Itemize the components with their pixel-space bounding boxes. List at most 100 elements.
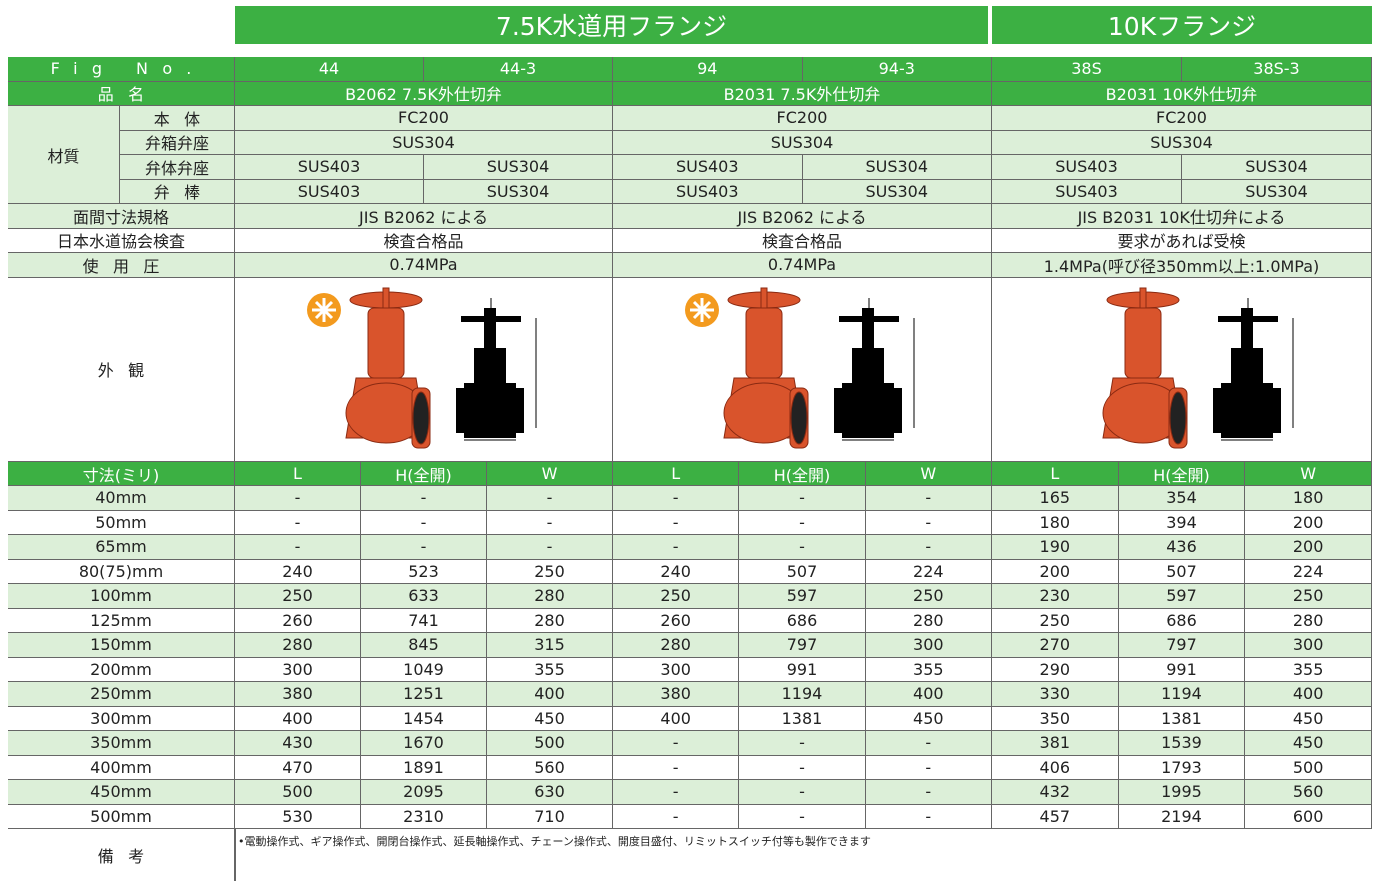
dim-value: 280 xyxy=(235,633,361,658)
dim-column: W xyxy=(487,462,613,486)
dim-value: - xyxy=(487,510,613,535)
dim-value: - xyxy=(865,780,992,805)
size-label: 300mm xyxy=(8,706,235,731)
material: SUS304 xyxy=(613,130,992,155)
dim-value: 523 xyxy=(361,559,487,584)
dim-value: 450 xyxy=(865,706,992,731)
size-label: 40mm xyxy=(8,486,235,511)
row-label: 弁棒 xyxy=(120,179,235,204)
dim-value: 630 xyxy=(487,780,613,805)
dim-value: 2310 xyxy=(361,804,487,829)
dim-value: 165 xyxy=(992,486,1119,511)
size-label: 500mm xyxy=(8,804,235,829)
dim-value: 250 xyxy=(613,584,740,609)
material: SUS304 xyxy=(992,130,1372,155)
valve-photo xyxy=(1101,287,1187,449)
spec: 要求があれば受検 xyxy=(992,228,1372,253)
material: SUS304 xyxy=(1182,155,1372,180)
dim-value: - xyxy=(739,755,866,780)
dim-value: 260 xyxy=(235,608,361,633)
row-label: 本体 xyxy=(120,106,235,131)
group-banner: 7.5K水道用フランジ xyxy=(235,6,988,44)
material: SUS403 xyxy=(613,155,803,180)
dim-value: 507 xyxy=(1118,559,1246,584)
dim-value: 381 xyxy=(992,731,1119,756)
dim-value: 200 xyxy=(1245,535,1372,560)
dim-value: 250 xyxy=(865,584,992,609)
dim-value: 380 xyxy=(235,682,361,707)
spec: 検査合格品 xyxy=(235,228,613,253)
dim-value: 300 xyxy=(1245,633,1372,658)
valve-photo xyxy=(722,287,808,449)
row-label: 使用圧 xyxy=(8,253,235,278)
dim-value: 2095 xyxy=(361,780,487,805)
size-label: 65mm xyxy=(8,535,235,560)
material: SUS304 xyxy=(1182,179,1372,204)
dim-value: 180 xyxy=(992,510,1119,535)
dim-column: H(全開) xyxy=(1118,462,1246,486)
dim-value: 224 xyxy=(865,559,992,584)
dim-value: 400 xyxy=(235,706,361,731)
row-label: 品名 xyxy=(8,81,235,106)
dim-value: 2194 xyxy=(1118,804,1246,829)
dim-value: - xyxy=(865,804,992,829)
dim-value: 436 xyxy=(1118,535,1246,560)
dim-column: L xyxy=(613,462,740,486)
dim-value: 280 xyxy=(613,633,740,658)
dim-value: 430 xyxy=(235,731,361,756)
fig-no: 94-3 xyxy=(802,57,992,82)
dim-value: 500 xyxy=(1245,755,1372,780)
material: SUS403 xyxy=(613,179,803,204)
size-label: 50mm xyxy=(8,510,235,535)
dim-value: 450 xyxy=(487,706,613,731)
dim-value: 1049 xyxy=(361,657,487,682)
dim-value: - xyxy=(739,486,866,511)
dim-value: 797 xyxy=(739,633,866,658)
dim-value: 290 xyxy=(992,657,1119,682)
dim-value: - xyxy=(361,486,487,511)
dim-value: - xyxy=(865,510,992,535)
dim-value: - xyxy=(865,731,992,756)
dim-value: 315 xyxy=(487,633,613,658)
spec: JIS B2031 10K仕切弁による xyxy=(992,204,1372,229)
dim-value: 280 xyxy=(487,584,613,609)
dim-value: 250 xyxy=(1245,584,1372,609)
dim-value: 991 xyxy=(1118,657,1246,682)
valve-illustration xyxy=(684,287,914,449)
size-label: 350mm xyxy=(8,731,235,756)
badge xyxy=(306,293,341,327)
dim-value: 530 xyxy=(235,804,361,829)
dim-value: - xyxy=(613,780,740,805)
valve-illustration xyxy=(1101,287,1293,449)
dim-value: 432 xyxy=(992,780,1119,805)
dim-value: 1454 xyxy=(361,706,487,731)
badge xyxy=(684,293,719,327)
dim-value: 240 xyxy=(613,559,740,584)
dim-value: 560 xyxy=(487,755,613,780)
dim-value: 300 xyxy=(235,657,361,682)
spec: 0.74MPa xyxy=(613,253,992,278)
dim-value: - xyxy=(739,510,866,535)
dim-value: 1251 xyxy=(361,682,487,707)
dim-value: - xyxy=(613,804,740,829)
material: FC200 xyxy=(613,106,992,131)
material: SUS403 xyxy=(992,155,1182,180)
dim-value: 507 xyxy=(739,559,866,584)
material: SUS403 xyxy=(992,179,1182,204)
dim-value: 400 xyxy=(613,706,740,731)
dim-value: 686 xyxy=(1118,608,1246,633)
dim-value: 406 xyxy=(992,755,1119,780)
dim-value: 354 xyxy=(1118,486,1246,511)
dim-value: 450 xyxy=(1245,731,1372,756)
dim-value: - xyxy=(613,755,740,780)
dim-value: 450 xyxy=(1245,706,1372,731)
remarks: •電動操作式、ギア操作式、開閉台操作式、延長軸操作式、チェーン操作式、開度目盛付… xyxy=(235,829,1372,881)
dim-value: - xyxy=(361,535,487,560)
dim-value: - xyxy=(487,535,613,560)
dim-value: 240 xyxy=(235,559,361,584)
dim-value: 394 xyxy=(1118,510,1246,535)
dim-column: W xyxy=(865,462,992,486)
dim-value: - xyxy=(739,731,866,756)
dim-value: 500 xyxy=(487,731,613,756)
dim-value: 600 xyxy=(1245,804,1372,829)
